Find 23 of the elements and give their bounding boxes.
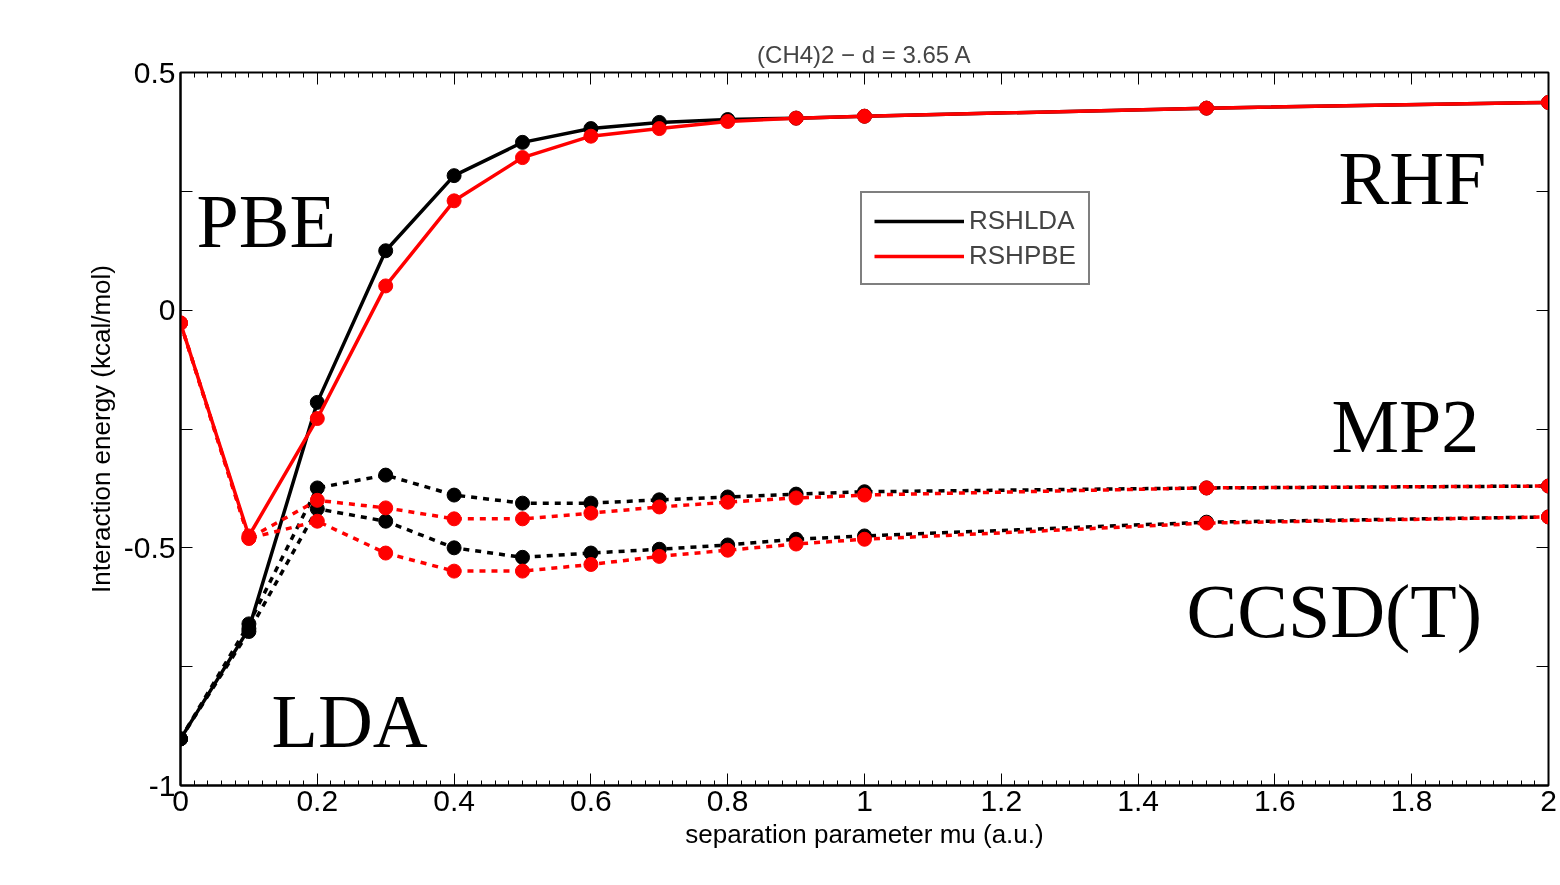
legend-label: RSHLDA <box>969 205 1075 236</box>
x-tick-label: 2 <box>1540 783 1557 817</box>
annotation: LDA <box>271 678 428 763</box>
chart-title: (CH4)2 − d = 3.65 A <box>757 40 971 68</box>
x-tick-label: 0.4 <box>433 783 475 817</box>
annotation: PBE <box>196 178 336 263</box>
y-tick-label: -0.5 <box>123 530 176 564</box>
x-tick-label: 0.6 <box>570 783 612 817</box>
x-tick-label: 1.8 <box>1390 783 1433 817</box>
annotation: CCSD(T) <box>1186 568 1483 654</box>
x-tick-label: 1.4 <box>1117 783 1159 817</box>
annotation: MP2 <box>1331 383 1480 468</box>
y-tick-label: 0.5 <box>133 55 176 89</box>
x-tick-label: 1 <box>856 783 873 817</box>
legend-label: RSHPBE <box>969 240 1076 271</box>
x-tick-label: 0.2 <box>296 783 339 817</box>
x-tick-label: 1.6 <box>1254 783 1296 817</box>
y-axis-title: Interaction energy (kcal/mol) <box>85 264 116 594</box>
annotation: RHF <box>1338 135 1487 220</box>
y-tick-label: 0 <box>158 293 176 327</box>
x-tick-label: 0.8 <box>706 783 749 817</box>
x-axis-title: separation parameter mu (a.u.) <box>685 818 1044 849</box>
x-tick-label: 1.2 <box>980 783 1023 817</box>
